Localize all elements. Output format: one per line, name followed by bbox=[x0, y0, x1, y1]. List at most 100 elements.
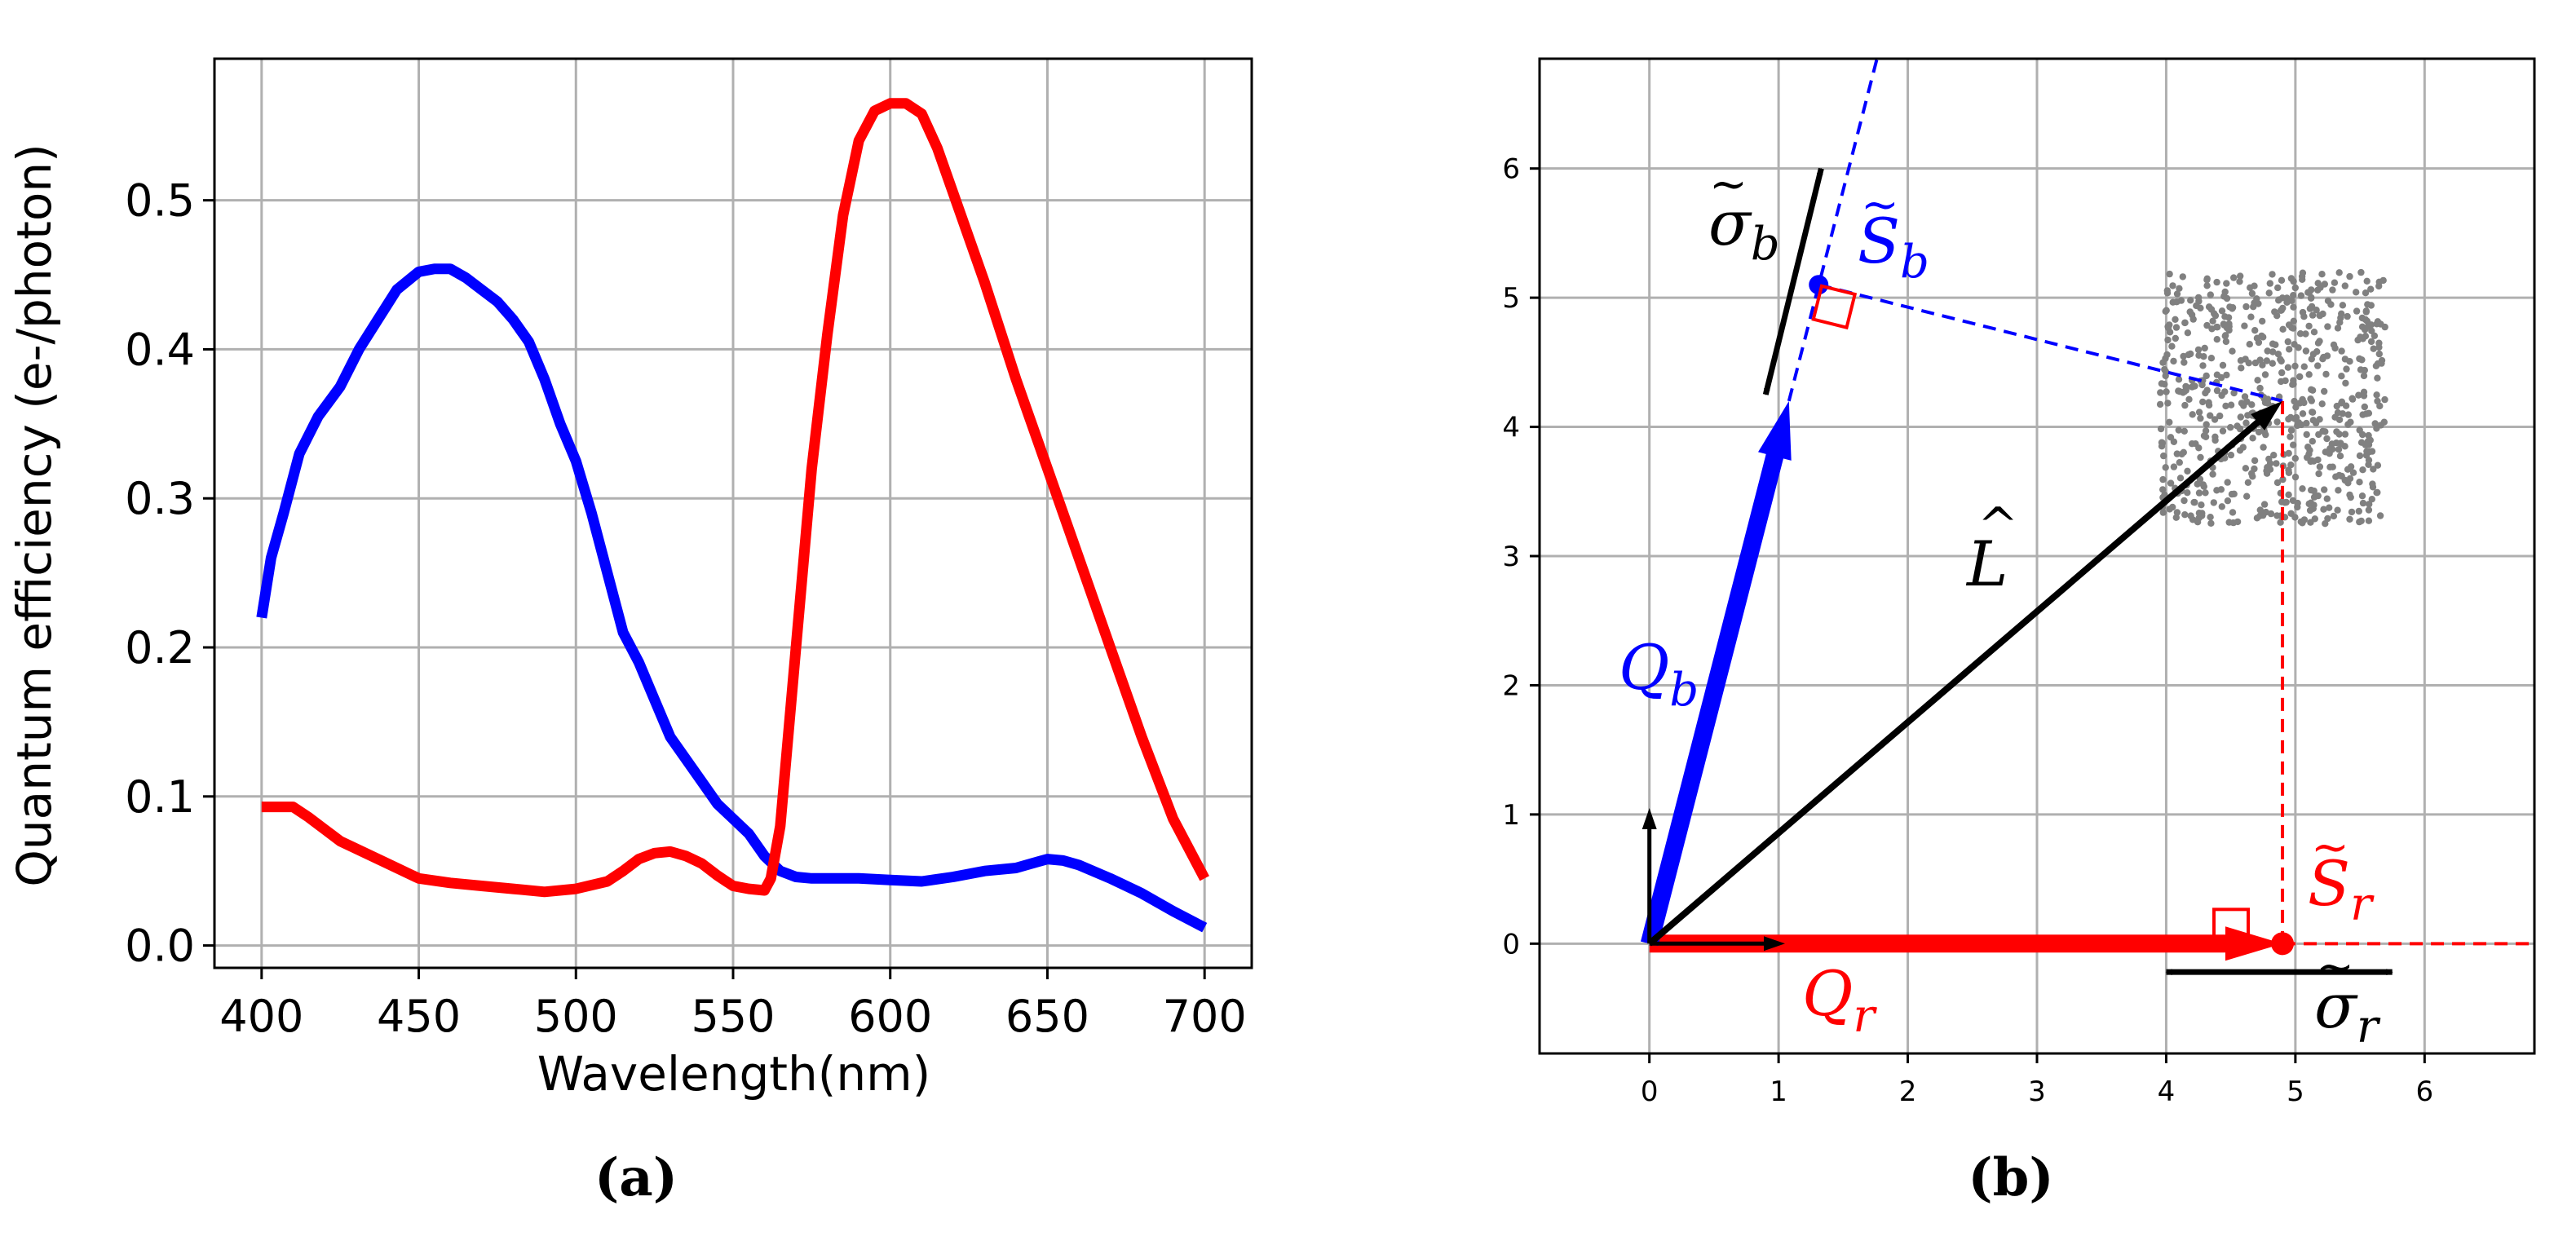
scatter-point bbox=[2335, 416, 2344, 423]
scatter-point bbox=[2363, 277, 2371, 285]
scatter-point bbox=[2360, 388, 2368, 395]
scatter-point bbox=[2164, 400, 2172, 407]
scatter-point bbox=[2335, 446, 2343, 453]
scatter-point bbox=[2375, 339, 2383, 347]
scatter-point bbox=[2332, 473, 2340, 480]
scatter-point bbox=[2211, 416, 2219, 423]
scatter-point bbox=[2265, 289, 2273, 297]
label-s-b-sub: b bbox=[1900, 236, 1929, 289]
scatter-point bbox=[2338, 472, 2345, 480]
scatter-point bbox=[2357, 439, 2366, 446]
scatter-point bbox=[2286, 346, 2293, 353]
scatter-point bbox=[2229, 519, 2238, 527]
scatter-point bbox=[2196, 475, 2204, 483]
scatter-point bbox=[2187, 512, 2194, 519]
scatter-point bbox=[2308, 294, 2315, 302]
scatter-point bbox=[2296, 330, 2304, 338]
scatter-point bbox=[2381, 323, 2388, 331]
scatter-point bbox=[2195, 489, 2203, 497]
scatter-point bbox=[2243, 492, 2251, 500]
scatter-point bbox=[2291, 514, 2299, 521]
scatter-point bbox=[2184, 489, 2191, 497]
label-sigma-r-main: σ bbox=[2314, 969, 2358, 1042]
scatter-point bbox=[2163, 388, 2170, 395]
scatter-point bbox=[2187, 297, 2194, 304]
scatter-point bbox=[2278, 498, 2286, 506]
scatter-point bbox=[2200, 353, 2207, 360]
sigma-b-tilde: ~ bbox=[1709, 158, 1748, 211]
scatter-point bbox=[2375, 350, 2383, 358]
scatter-point bbox=[2199, 362, 2207, 369]
scatter-point bbox=[2175, 387, 2182, 395]
label-s-b: Sb bbox=[1858, 205, 1929, 289]
scatter-point bbox=[2317, 284, 2324, 291]
y-tick-label: 0.0 bbox=[125, 921, 195, 972]
y-tick-label: 0.5 bbox=[125, 175, 195, 227]
x-tick-label: 700 bbox=[1163, 991, 1247, 1042]
scatter-point bbox=[2330, 512, 2338, 520]
scatter-point bbox=[2218, 391, 2225, 400]
scatter-point bbox=[2358, 323, 2366, 330]
scatter-point bbox=[2197, 453, 2204, 462]
scatter-point bbox=[2310, 329, 2318, 336]
scatter-point bbox=[2284, 338, 2291, 346]
scatter-point bbox=[2278, 369, 2286, 377]
scatter-point bbox=[2357, 366, 2365, 373]
scatter-point bbox=[2202, 489, 2209, 497]
scatter-point bbox=[2195, 444, 2203, 452]
scatter-point bbox=[2353, 307, 2361, 315]
scatter-point bbox=[2365, 457, 2373, 464]
scatter-point bbox=[2169, 282, 2176, 289]
scatter-point bbox=[2290, 277, 2297, 285]
scatter-point bbox=[2223, 371, 2230, 379]
label-sigma-b-main: σ bbox=[1708, 187, 1752, 259]
scatter-point bbox=[2217, 486, 2225, 493]
q-b-extension-dashed bbox=[1787, 58, 1879, 402]
vector-l-hat bbox=[1647, 400, 2282, 947]
panel-b-ticks: 0 1 2 3 4 5 6 0 1 2 3 4 5 6 bbox=[1502, 153, 2433, 1108]
scatter-point bbox=[2375, 282, 2383, 290]
right-angle-marker-r bbox=[2212, 908, 2251, 946]
scatter-point bbox=[2181, 511, 2189, 519]
scatter-point bbox=[2223, 325, 2231, 332]
x-tick-label: 550 bbox=[691, 991, 775, 1042]
scatter-point bbox=[2251, 457, 2259, 465]
scatter-point bbox=[2378, 360, 2385, 367]
scatter-point bbox=[2365, 506, 2373, 514]
scatter-point bbox=[2362, 289, 2370, 297]
scatter-point bbox=[2335, 487, 2342, 494]
scatter-point bbox=[2365, 517, 2373, 524]
scatter-point bbox=[2344, 421, 2352, 428]
scatter-point bbox=[2371, 420, 2379, 427]
scatter-point bbox=[2277, 519, 2284, 526]
x-tick-label: 500 bbox=[534, 991, 618, 1042]
scatter-point bbox=[2157, 425, 2165, 433]
s-b-projection-dashed bbox=[1818, 283, 2283, 403]
scatter-point bbox=[2341, 431, 2349, 438]
scatter-point bbox=[2166, 270, 2173, 278]
scatter-point bbox=[2163, 351, 2171, 359]
scatter-point bbox=[2277, 356, 2284, 363]
scatter-point bbox=[2194, 294, 2203, 302]
scatter-point bbox=[2182, 382, 2189, 391]
scatter-point bbox=[2181, 319, 2189, 327]
scatter-point bbox=[2358, 492, 2366, 500]
scatter-point bbox=[2329, 463, 2336, 470]
scatter-point bbox=[2170, 357, 2177, 365]
scatter-point bbox=[2219, 361, 2227, 369]
scatter-point bbox=[2185, 351, 2193, 359]
scatter-point bbox=[2189, 316, 2197, 323]
scatter-point bbox=[2309, 409, 2316, 416]
y-tick-label: 0 bbox=[1502, 928, 1520, 961]
scatter-point bbox=[2188, 440, 2196, 448]
scatter-point bbox=[2216, 412, 2224, 420]
scatter-point bbox=[2313, 348, 2321, 356]
scatter-point bbox=[2306, 305, 2314, 312]
scatter-point bbox=[2264, 347, 2271, 355]
scatter-point bbox=[2176, 475, 2185, 482]
scatter-point bbox=[2164, 336, 2172, 344]
scatter-point bbox=[2324, 515, 2331, 523]
scatter-point bbox=[2334, 409, 2342, 417]
scatter-point bbox=[2198, 512, 2206, 519]
scatter-point bbox=[2166, 329, 2174, 336]
